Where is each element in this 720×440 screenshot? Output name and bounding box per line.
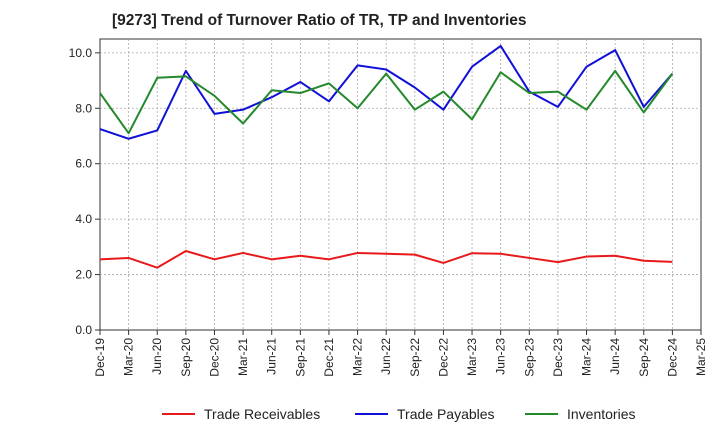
x-tick-label: Sep-21 bbox=[293, 338, 307, 377]
y-tick-label: 8.0 bbox=[75, 101, 92, 115]
x-tick-label: Dec-24 bbox=[665, 338, 679, 377]
x-tick-label: Jun-20 bbox=[150, 338, 164, 375]
plot-area-frame bbox=[99, 38, 702, 331]
x-tick-label: Mar-23 bbox=[465, 338, 479, 376]
x-tick-label: Sep-20 bbox=[179, 338, 193, 377]
y-tick-label: 4.0 bbox=[75, 212, 92, 226]
y-tick-label: 2.0 bbox=[75, 268, 92, 282]
x-tick-label: Mar-21 bbox=[236, 338, 250, 376]
x-tick-label: Dec-23 bbox=[551, 338, 565, 377]
legend-label-inventories: Inventories bbox=[567, 406, 635, 422]
x-tick-label: Jun-24 bbox=[608, 338, 622, 375]
x-tick-label: Jun-23 bbox=[494, 338, 508, 375]
legend: Trade Receivables Trade Payables Inventori… bbox=[162, 406, 635, 422]
x-tick-label: Dec-19 bbox=[93, 338, 107, 377]
y-tick-label: 6.0 bbox=[75, 157, 92, 171]
series-line-inventories bbox=[99, 69, 674, 135]
x-tick-label: Sep-24 bbox=[637, 338, 651, 377]
y-tick-label: 10.0 bbox=[69, 46, 93, 60]
x-tick-label: Sep-23 bbox=[522, 338, 536, 377]
chart-title: [9273] Trend of Turnover Ratio of TR, TP… bbox=[112, 12, 527, 29]
legend-label-trade-receivables: Trade Receivables bbox=[204, 406, 320, 422]
y-axis-ticks: 0.0 2.0 4.0 6.0 8.0 10.0 bbox=[69, 46, 100, 337]
x-axis-ticks: Dec-19 Mar-20 Jun-20 Sep-20 Dec-20 Mar-21 Jun-… bbox=[93, 330, 708, 377]
series-line-trade-receivables bbox=[99, 250, 673, 269]
legend-label-trade-payables: Trade Payables bbox=[397, 406, 495, 422]
x-tick-label: Sep-22 bbox=[408, 338, 422, 377]
x-tick-label: Jun-21 bbox=[265, 338, 279, 375]
x-tick-label: Mar-25 bbox=[694, 338, 708, 376]
x-tick-label: Dec-21 bbox=[322, 338, 336, 377]
x-tick-label: Mar-20 bbox=[122, 338, 136, 376]
x-tick-label: Mar-22 bbox=[351, 338, 365, 376]
grid-lines bbox=[100, 39, 701, 330]
x-tick-label: Jun-22 bbox=[379, 338, 393, 375]
x-tick-label: Dec-22 bbox=[436, 338, 450, 377]
series-line-trade-payables bbox=[99, 44, 674, 140]
x-tick-label: Dec-20 bbox=[207, 338, 221, 377]
y-tick-label: 0.0 bbox=[75, 323, 92, 337]
series-lines bbox=[99, 44, 674, 269]
x-tick-label: Mar-24 bbox=[580, 338, 594, 376]
